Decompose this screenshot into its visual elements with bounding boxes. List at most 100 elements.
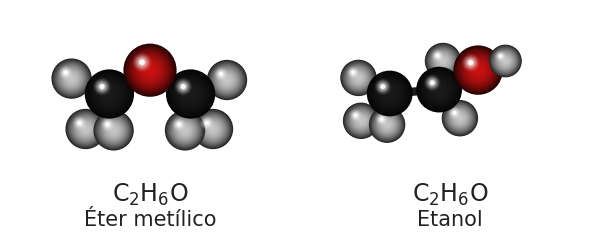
Circle shape bbox=[494, 51, 517, 73]
Circle shape bbox=[381, 85, 385, 89]
Circle shape bbox=[165, 111, 205, 151]
Circle shape bbox=[384, 122, 390, 128]
Circle shape bbox=[349, 69, 358, 78]
Circle shape bbox=[350, 110, 372, 132]
Circle shape bbox=[139, 60, 145, 66]
Text: $\mathregular{C_2H_6O}$: $\mathregular{C_2H_6O}$ bbox=[112, 181, 188, 207]
Circle shape bbox=[354, 114, 358, 118]
Circle shape bbox=[95, 80, 124, 109]
Circle shape bbox=[55, 62, 88, 96]
Circle shape bbox=[349, 70, 368, 88]
Circle shape bbox=[458, 117, 462, 120]
Circle shape bbox=[469, 62, 487, 80]
Circle shape bbox=[177, 81, 190, 93]
Circle shape bbox=[444, 103, 476, 134]
Circle shape bbox=[375, 113, 399, 137]
Circle shape bbox=[98, 83, 106, 91]
Circle shape bbox=[213, 67, 241, 95]
Circle shape bbox=[434, 52, 442, 60]
Circle shape bbox=[226, 79, 229, 82]
Circle shape bbox=[59, 67, 85, 92]
Circle shape bbox=[470, 64, 485, 78]
Circle shape bbox=[139, 60, 161, 81]
Circle shape bbox=[103, 121, 112, 129]
Circle shape bbox=[137, 58, 163, 84]
Circle shape bbox=[67, 111, 104, 148]
Circle shape bbox=[203, 120, 223, 139]
Circle shape bbox=[178, 82, 203, 107]
Circle shape bbox=[493, 49, 518, 74]
Circle shape bbox=[196, 113, 230, 146]
Circle shape bbox=[370, 108, 404, 143]
Circle shape bbox=[54, 62, 89, 97]
Circle shape bbox=[377, 81, 403, 107]
Circle shape bbox=[131, 52, 169, 89]
Circle shape bbox=[99, 84, 105, 90]
Circle shape bbox=[505, 61, 506, 63]
Circle shape bbox=[207, 123, 219, 136]
Circle shape bbox=[180, 84, 201, 105]
Circle shape bbox=[496, 52, 505, 62]
Circle shape bbox=[375, 80, 404, 109]
Circle shape bbox=[103, 120, 113, 130]
Circle shape bbox=[431, 83, 447, 98]
Circle shape bbox=[463, 56, 478, 71]
Circle shape bbox=[368, 72, 412, 116]
Circle shape bbox=[377, 115, 397, 135]
Circle shape bbox=[374, 112, 400, 138]
Circle shape bbox=[174, 78, 207, 111]
Circle shape bbox=[425, 44, 461, 79]
Circle shape bbox=[219, 73, 223, 77]
Circle shape bbox=[105, 122, 110, 128]
Circle shape bbox=[134, 55, 150, 71]
Circle shape bbox=[184, 130, 185, 132]
Circle shape bbox=[435, 86, 443, 94]
Circle shape bbox=[420, 71, 458, 109]
Circle shape bbox=[430, 81, 435, 86]
Circle shape bbox=[358, 78, 359, 79]
Circle shape bbox=[80, 123, 92, 136]
Circle shape bbox=[502, 58, 509, 65]
Circle shape bbox=[211, 128, 215, 132]
Circle shape bbox=[133, 54, 167, 88]
Circle shape bbox=[428, 80, 436, 87]
Circle shape bbox=[452, 111, 467, 126]
Circle shape bbox=[85, 129, 86, 130]
Circle shape bbox=[98, 115, 129, 146]
Circle shape bbox=[499, 55, 502, 58]
Circle shape bbox=[106, 91, 113, 98]
Circle shape bbox=[95, 81, 124, 109]
Circle shape bbox=[379, 83, 400, 105]
Circle shape bbox=[81, 125, 91, 134]
Circle shape bbox=[347, 67, 370, 90]
Circle shape bbox=[196, 112, 230, 147]
Circle shape bbox=[430, 49, 456, 74]
Circle shape bbox=[453, 112, 456, 115]
Circle shape bbox=[69, 77, 74, 82]
Circle shape bbox=[495, 51, 516, 72]
Circle shape bbox=[347, 67, 359, 79]
Circle shape bbox=[499, 55, 502, 58]
Circle shape bbox=[423, 74, 455, 106]
Circle shape bbox=[61, 68, 71, 78]
Circle shape bbox=[70, 78, 73, 81]
Circle shape bbox=[181, 85, 185, 89]
Circle shape bbox=[107, 125, 119, 137]
Circle shape bbox=[142, 63, 158, 79]
Circle shape bbox=[187, 91, 194, 98]
Circle shape bbox=[110, 127, 118, 135]
Circle shape bbox=[351, 71, 355, 75]
Circle shape bbox=[71, 115, 100, 144]
Circle shape bbox=[106, 123, 121, 138]
Circle shape bbox=[180, 84, 187, 90]
Circle shape bbox=[427, 45, 460, 78]
Circle shape bbox=[166, 112, 204, 150]
Circle shape bbox=[65, 73, 77, 85]
Circle shape bbox=[99, 84, 120, 105]
Circle shape bbox=[429, 48, 457, 76]
Circle shape bbox=[379, 117, 384, 122]
Circle shape bbox=[61, 69, 82, 90]
Circle shape bbox=[184, 88, 197, 101]
Circle shape bbox=[177, 123, 181, 127]
Circle shape bbox=[422, 73, 457, 108]
